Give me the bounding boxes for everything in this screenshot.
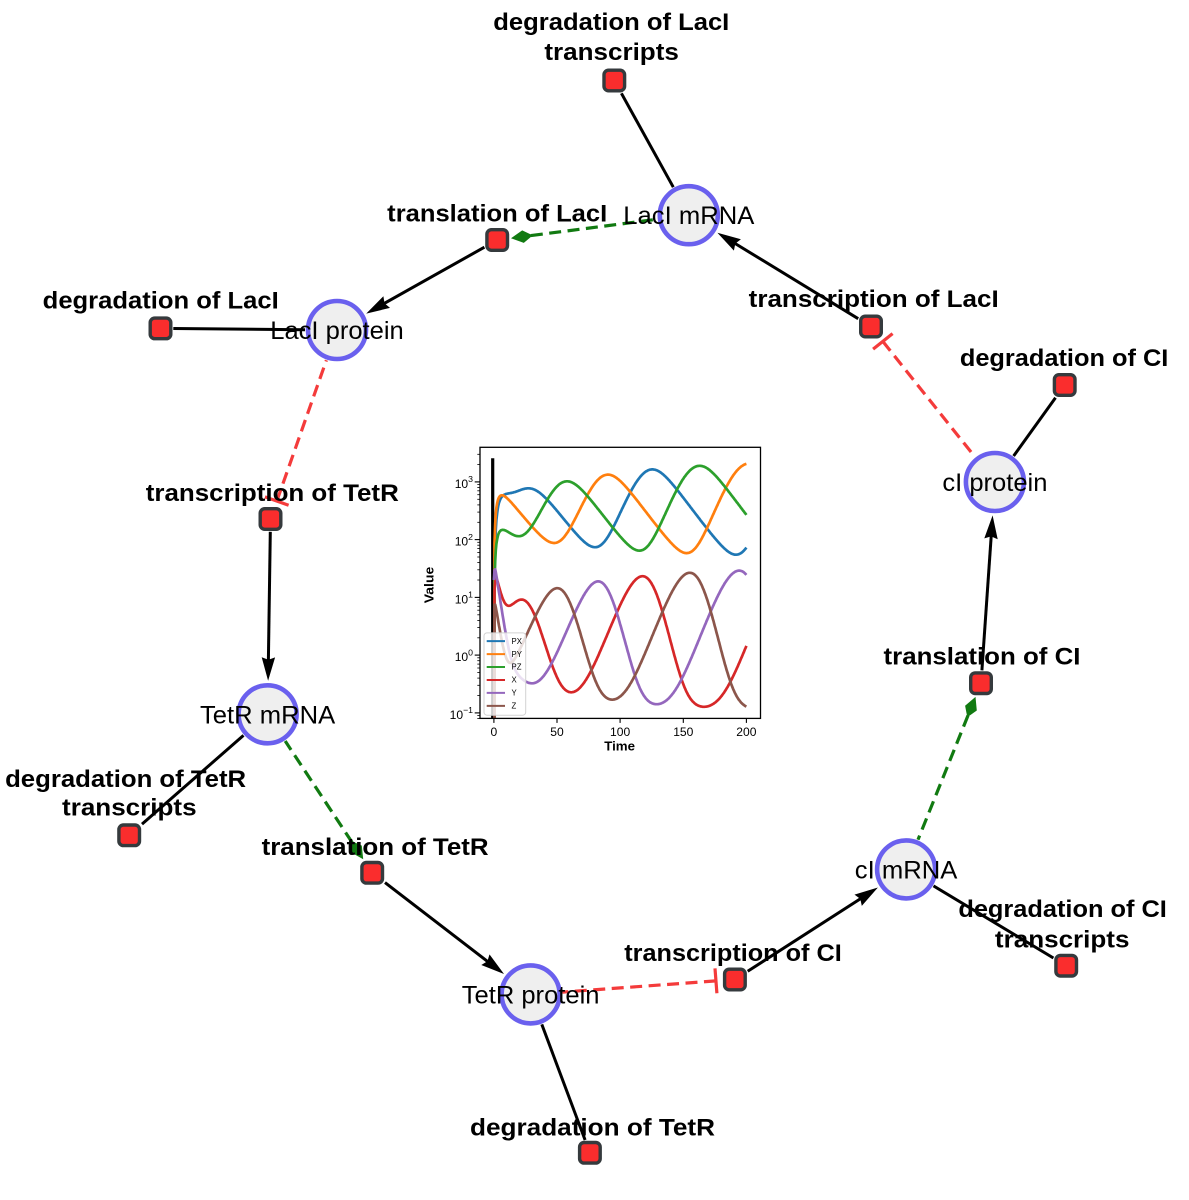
svg-text:101: 101 [455, 590, 473, 607]
svg-text:transcription of TetR: transcription of TetR [146, 480, 399, 507]
svg-text:translation of LacI: translation of LacI [387, 201, 607, 228]
svg-text:102: 102 [455, 532, 473, 549]
svg-text:Y: Y [512, 689, 518, 698]
svg-text:103: 103 [455, 474, 473, 491]
svg-text:LacI mRNA: LacI mRNA [623, 203, 754, 230]
svg-text:PY: PY [512, 650, 523, 659]
svg-text:0: 0 [491, 725, 498, 739]
svg-text:transcription of LacI: transcription of LacI [749, 286, 999, 313]
svg-text:transcripts: transcripts [995, 927, 1130, 954]
svg-text:translation of CI: translation of CI [884, 644, 1081, 671]
svg-text:transcripts: transcripts [62, 795, 197, 822]
svg-text:translation of TetR: translation of TetR [262, 834, 489, 861]
svg-text:50: 50 [550, 725, 564, 739]
svg-text:cI protein: cI protein [942, 470, 1047, 497]
svg-text:LacI protein: LacI protein [270, 318, 404, 345]
svg-text:degradation of CI: degradation of CI [960, 345, 1169, 372]
svg-text:Value: Value [423, 567, 437, 604]
svg-text:PZ: PZ [512, 663, 522, 672]
svg-text:cI mRNA: cI mRNA [855, 857, 958, 884]
svg-text:200: 200 [736, 725, 756, 739]
svg-text:100: 100 [610, 725, 630, 739]
svg-text:degradation of TetR: degradation of TetR [5, 766, 246, 793]
svg-text:degradation of TetR: degradation of TetR [470, 1115, 715, 1142]
svg-text:X: X [512, 676, 518, 685]
svg-text:Time: Time [604, 739, 635, 754]
svg-text:PX: PX [512, 637, 523, 646]
svg-text:Z: Z [512, 702, 517, 711]
svg-text:100: 100 [455, 647, 473, 664]
svg-text:10−1: 10−1 [450, 705, 474, 722]
svg-text:degradation of LacI: degradation of LacI [43, 287, 279, 314]
svg-text:transcription of CI: transcription of CI [624, 940, 842, 967]
svg-text:degradation of LacI: degradation of LacI [493, 9, 729, 36]
svg-text:TetR protein: TetR protein [462, 982, 600, 1009]
svg-text:150: 150 [673, 725, 693, 739]
svg-text:degradation of CI: degradation of CI [958, 896, 1167, 923]
svg-text:transcripts: transcripts [544, 39, 679, 66]
svg-text:TetR mRNA: TetR mRNA [200, 702, 336, 729]
